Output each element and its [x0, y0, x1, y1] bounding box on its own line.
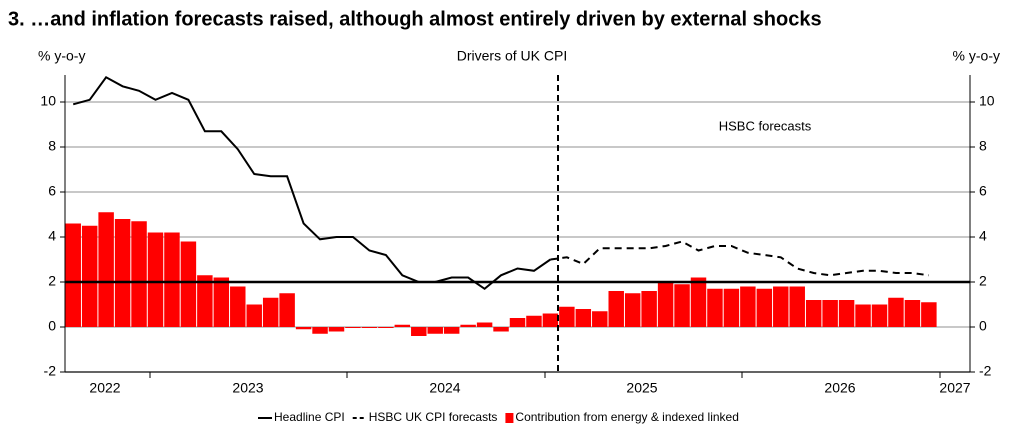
bar: [608, 291, 624, 327]
bar: [328, 327, 345, 332]
x-tick-label: 2022: [89, 380, 120, 396]
bar: [773, 286, 789, 327]
y2-tick-label: 10: [979, 93, 995, 109]
bar: [230, 286, 246, 327]
bar: [526, 315, 542, 327]
x-tick-label: 2025: [626, 380, 657, 396]
bar: [690, 277, 707, 327]
y-tick-label: 0: [48, 318, 56, 334]
bar: [65, 223, 81, 327]
x-tick-label: 2024: [429, 380, 460, 396]
bar: [921, 302, 937, 327]
bar: [427, 327, 443, 334]
bar: [542, 313, 559, 327]
bar: [592, 311, 608, 327]
y2-tick-label: 0: [979, 318, 987, 334]
bar: [98, 212, 114, 327]
y2-tick-label: -2: [979, 363, 992, 379]
bar: [723, 288, 740, 327]
bar: [805, 300, 822, 327]
x-tick-label: 2027: [939, 380, 970, 396]
annotation: HSBC forecasts: [719, 118, 812, 133]
bar: [164, 232, 180, 327]
bar: [197, 275, 213, 327]
legend-swatch: [505, 413, 514, 423]
bar: [361, 327, 378, 328]
bar: [740, 286, 756, 327]
bar: [262, 297, 279, 327]
y2-axis-label: % y-o-y: [953, 48, 1000, 64]
bar: [641, 291, 657, 327]
y2-tick-label: 8: [979, 138, 987, 154]
legend-label: Headline CPI: [274, 410, 345, 424]
bar: [443, 327, 460, 334]
bar: [575, 309, 592, 327]
chart-title: 3. …and inflation forecasts raised, alth…: [8, 8, 822, 30]
bar: [871, 304, 888, 327]
y2-tick-label: 2: [979, 273, 987, 289]
bar: [707, 288, 723, 327]
bar: [789, 286, 805, 327]
bar: [114, 219, 131, 327]
bar: [756, 288, 773, 327]
line: [72, 76, 551, 291]
bar: [295, 327, 312, 330]
bar: [147, 232, 164, 327]
bar: [476, 322, 493, 327]
y-tick-label: 8: [48, 138, 56, 154]
y-tick-label: 6: [48, 183, 56, 199]
bar: [888, 297, 904, 327]
bar: [411, 327, 427, 336]
bar: [378, 327, 394, 328]
y-axis-label: % y-o-y: [38, 48, 85, 64]
bar: [131, 221, 147, 327]
bar: [855, 304, 871, 327]
bar: [559, 306, 575, 327]
bar: [509, 318, 526, 327]
y-tick-label: 2: [48, 273, 56, 289]
bar: [81, 225, 98, 327]
y2-tick-label: 6: [979, 183, 987, 199]
bar: [246, 304, 262, 327]
legend-label: Contribution from energy & indexed linke…: [515, 410, 738, 424]
bar: [394, 324, 411, 327]
bar: [624, 293, 641, 327]
bar: [493, 327, 509, 332]
bar: [213, 277, 230, 327]
y-tick-label: 10: [40, 93, 56, 109]
bar: [180, 241, 197, 327]
forecast-line: [550, 240, 930, 277]
bar: [904, 300, 921, 327]
x-tick-label: 2026: [824, 380, 855, 396]
bar: [345, 327, 361, 328]
bar: [838, 300, 855, 327]
bar: [822, 300, 838, 327]
y-tick-label: 4: [48, 228, 56, 244]
chart-subtitle: Drivers of UK CPI: [457, 48, 567, 64]
y-tick-label: -2: [44, 363, 57, 379]
bar: [460, 324, 476, 327]
bar: [674, 284, 690, 327]
legend-label: HSBC UK CPI forecasts: [369, 410, 498, 424]
x-tick-label: 2023: [232, 380, 263, 396]
bar: [279, 293, 295, 327]
y2-tick-label: 4: [979, 228, 987, 244]
bar: [657, 282, 674, 327]
bar: [312, 327, 328, 334]
